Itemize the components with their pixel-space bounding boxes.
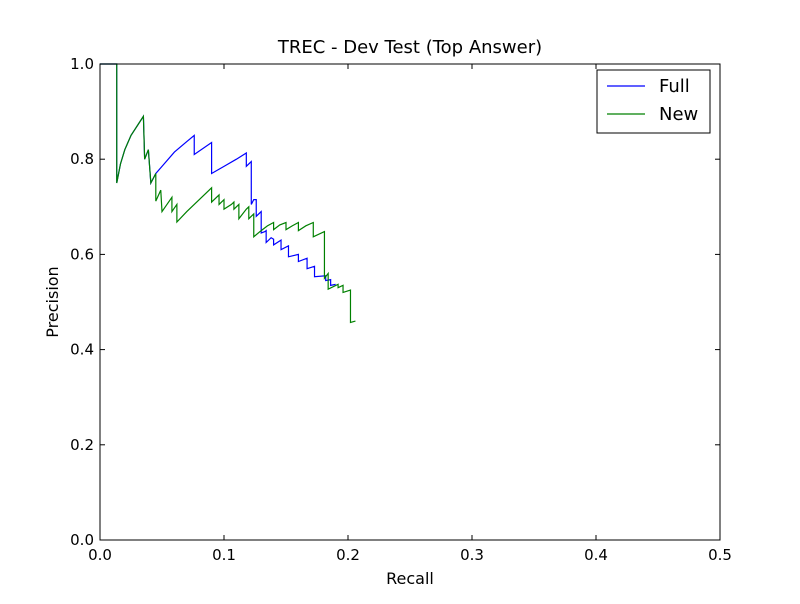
y-axis-label: Precision — [43, 266, 62, 337]
y-tick-label: 0.0 — [70, 531, 94, 549]
chart-title: TREC - Dev Test (Top Answer) — [277, 37, 542, 58]
legend-label-new: New — [659, 104, 698, 125]
x-tick-label: 0.5 — [708, 546, 732, 564]
x-tick-label: 0.2 — [336, 546, 360, 564]
y-tick-label: 0.2 — [70, 436, 94, 454]
x-tick-label: 0.4 — [584, 546, 608, 564]
y-tick-label: 0.8 — [70, 150, 94, 168]
legend-box — [596, 69, 711, 134]
plot-area-frame — [99, 63, 721, 541]
x-tick-label: 0.3 — [460, 546, 484, 564]
ticks-layer: 0.0 0.1 0.2 0.3 0.4 0.5 0.0 0.2 0.4 0.6 0.8 1.0 — [70, 55, 732, 564]
x-tick-label: 0.1 — [212, 546, 236, 564]
series-layer — [100, 63, 356, 324]
y-tick-label: 0.6 — [70, 245, 94, 263]
legend: Full New — [596, 69, 711, 134]
y-tick-label: 0.4 — [70, 341, 94, 359]
y-tick-label: 1.0 — [70, 55, 94, 73]
legend-label-full: Full — [659, 76, 690, 97]
x-tick-label: 0.0 — [88, 546, 112, 564]
series-line-new — [100, 63, 356, 324]
x-axis-label: Recall — [386, 569, 434, 588]
